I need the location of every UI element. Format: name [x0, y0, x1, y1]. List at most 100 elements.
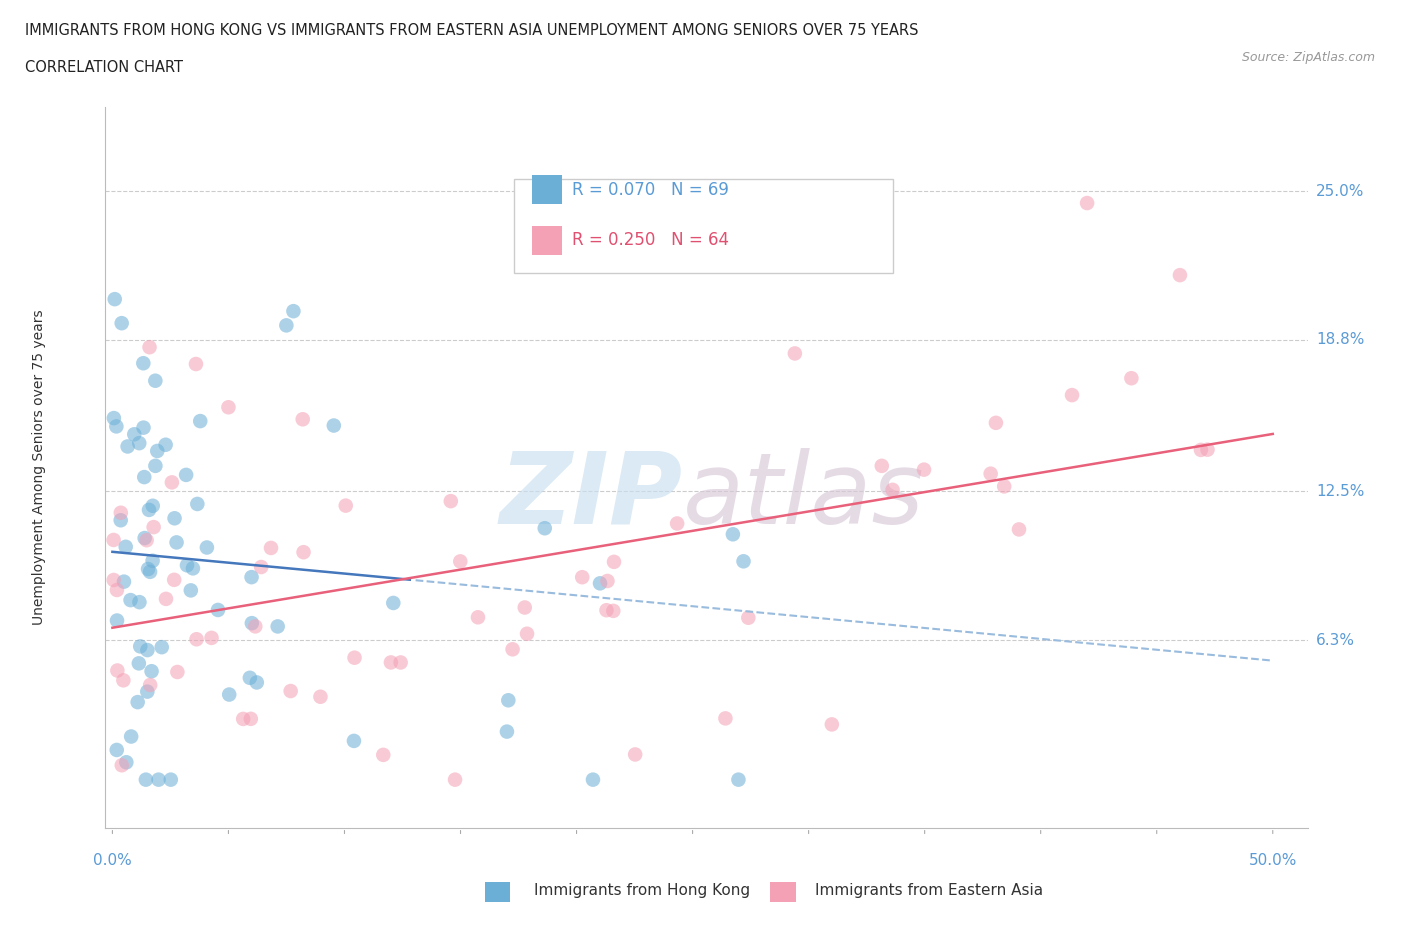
- Point: [135, 772, 157, 787]
- Point: [516, 626, 538, 641]
- Point: [291, 412, 314, 427]
- Point: [240, 570, 263, 585]
- Point: [449, 554, 471, 569]
- Point: [821, 717, 844, 732]
- Point: [309, 689, 332, 704]
- Point: [240, 616, 263, 631]
- Point: [467, 610, 489, 625]
- Point: [163, 572, 186, 587]
- Point: [882, 483, 904, 498]
- Point: [138, 502, 160, 517]
- Point: [624, 747, 647, 762]
- Point: [112, 673, 135, 688]
- Point: [217, 400, 239, 415]
- Point: [602, 604, 624, 618]
- Point: [181, 561, 204, 576]
- Point: [163, 511, 186, 525]
- Text: 0.0%: 0.0%: [93, 853, 132, 868]
- Point: [250, 560, 273, 575]
- Point: [582, 772, 605, 787]
- Point: [292, 545, 315, 560]
- Point: [103, 533, 125, 548]
- Point: [1121, 371, 1143, 386]
- Point: [159, 772, 181, 787]
- Point: [120, 729, 142, 744]
- Point: [160, 475, 183, 490]
- Point: [105, 742, 128, 757]
- FancyBboxPatch shape: [533, 226, 562, 255]
- Text: CORRELATION CHART: CORRELATION CHART: [25, 60, 183, 75]
- Point: [714, 711, 737, 725]
- Point: [155, 437, 177, 452]
- Point: [595, 603, 617, 618]
- Point: [188, 414, 211, 429]
- Point: [260, 540, 283, 555]
- Point: [207, 603, 229, 618]
- Point: [870, 458, 893, 473]
- Point: [146, 444, 169, 458]
- Point: [166, 665, 188, 680]
- Point: [166, 535, 188, 550]
- Point: [103, 411, 125, 426]
- Point: [1189, 443, 1212, 458]
- Point: [200, 631, 222, 645]
- Point: [343, 650, 366, 665]
- Text: ZIP: ZIP: [499, 447, 682, 545]
- Point: [150, 640, 173, 655]
- Point: [176, 558, 198, 573]
- Point: [380, 655, 402, 670]
- Point: [104, 292, 127, 307]
- Point: [117, 439, 139, 454]
- Point: [382, 595, 405, 610]
- Point: [128, 435, 150, 450]
- Point: [733, 554, 755, 569]
- Point: [389, 655, 412, 670]
- Point: [245, 619, 267, 634]
- Point: [138, 339, 160, 354]
- Point: [373, 748, 395, 763]
- Point: [136, 562, 159, 577]
- Point: [180, 583, 202, 598]
- Point: [239, 711, 262, 726]
- Point: [596, 239, 619, 254]
- Text: 50.0%: 50.0%: [1249, 853, 1296, 868]
- Text: 25.0%: 25.0%: [1316, 183, 1364, 198]
- Point: [280, 684, 302, 698]
- Point: [666, 516, 689, 531]
- Point: [533, 521, 555, 536]
- Point: [186, 497, 208, 512]
- Point: [721, 526, 744, 541]
- Point: [136, 684, 159, 699]
- Point: [984, 416, 1007, 431]
- Point: [727, 772, 749, 787]
- Point: [128, 656, 150, 671]
- Point: [127, 695, 149, 710]
- Point: [103, 573, 125, 588]
- Point: [174, 468, 197, 483]
- Text: R = 0.250   N = 64: R = 0.250 N = 64: [572, 232, 728, 249]
- Point: [496, 724, 519, 739]
- Point: [232, 711, 254, 726]
- Point: [783, 346, 806, 361]
- Point: [912, 462, 935, 477]
- Point: [112, 574, 135, 589]
- Point: [1060, 388, 1083, 403]
- Point: [155, 591, 177, 606]
- Point: [111, 316, 134, 331]
- Point: [218, 687, 240, 702]
- Text: atlas: atlas: [682, 447, 924, 545]
- Text: 18.8%: 18.8%: [1316, 333, 1364, 348]
- Point: [114, 539, 136, 554]
- Point: [132, 356, 155, 371]
- Point: [1197, 443, 1219, 458]
- Point: [343, 734, 366, 749]
- Point: [1076, 195, 1098, 210]
- Text: Source: ZipAtlas.com: Source: ZipAtlas.com: [1241, 51, 1375, 64]
- Point: [135, 533, 157, 548]
- Point: [195, 540, 218, 555]
- Point: [120, 592, 142, 607]
- Point: [132, 420, 155, 435]
- Point: [141, 664, 163, 679]
- Point: [142, 498, 165, 513]
- Point: [335, 498, 357, 513]
